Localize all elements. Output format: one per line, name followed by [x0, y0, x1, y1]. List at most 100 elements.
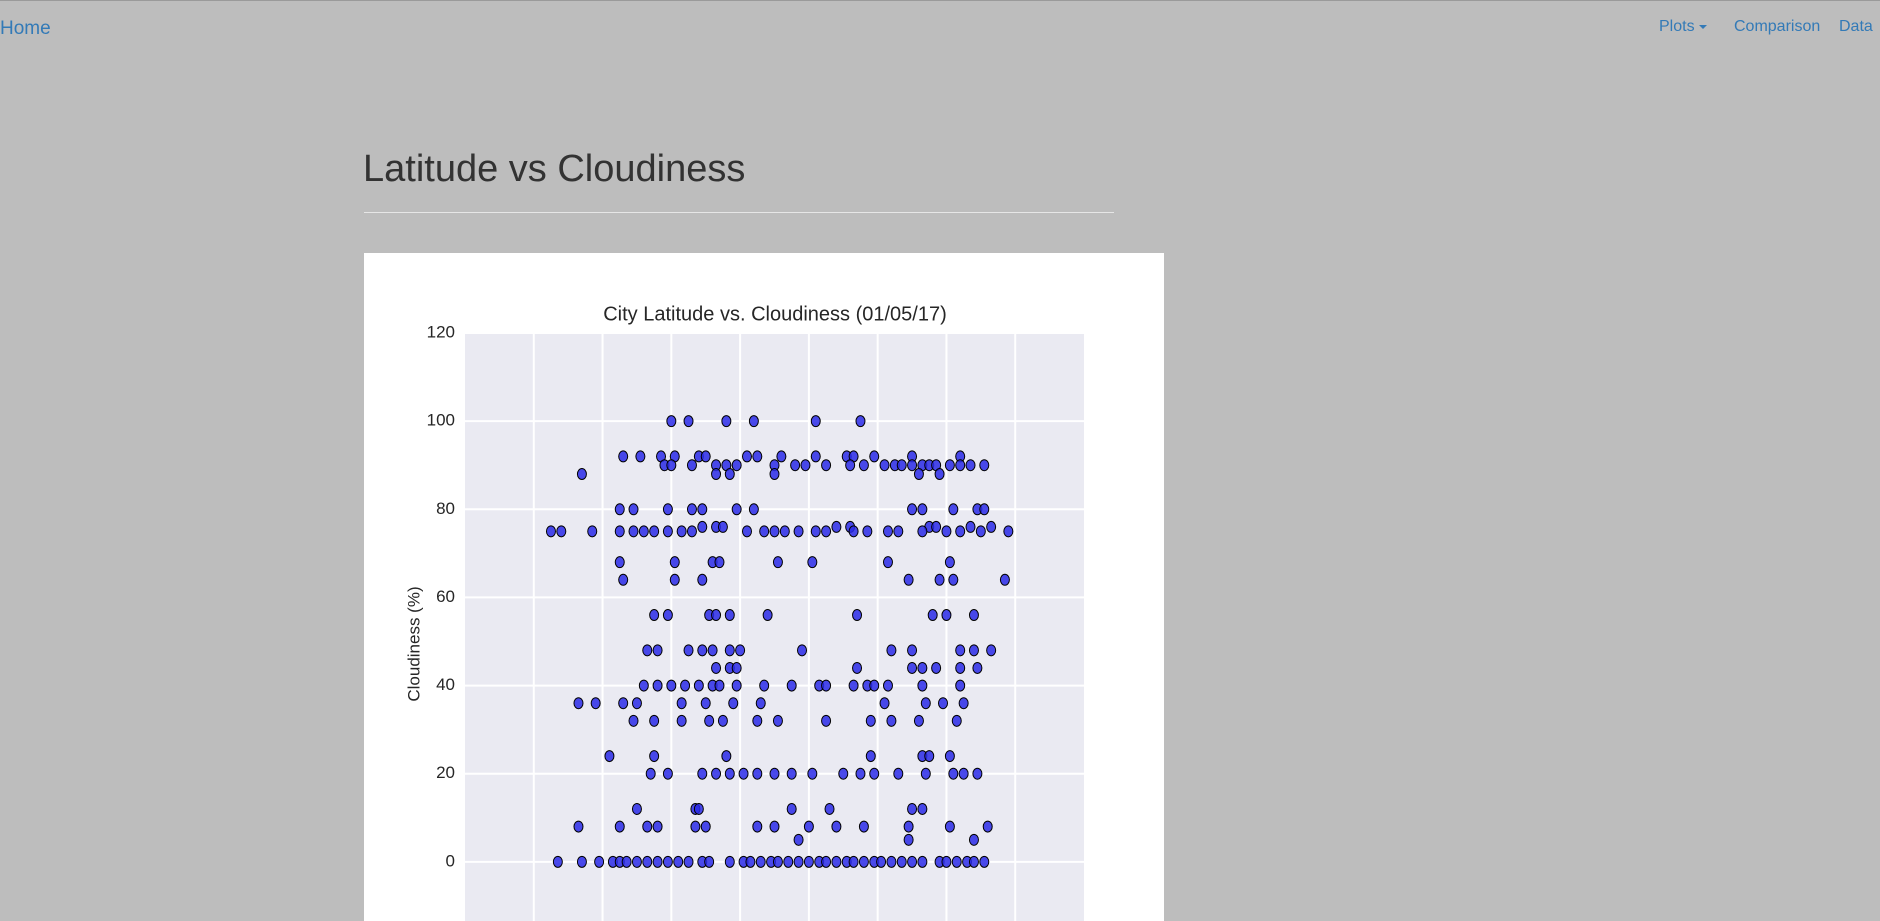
point: [697, 644, 708, 657]
point: [669, 573, 680, 586]
point: [724, 767, 735, 780]
point: [917, 855, 928, 868]
point: [690, 820, 701, 833]
point: [752, 820, 763, 833]
point: [941, 855, 952, 868]
point: [683, 644, 694, 657]
y-tick-label: 40: [436, 675, 455, 694]
point: [803, 855, 814, 868]
point: [848, 855, 859, 868]
point: [741, 525, 752, 538]
point: [738, 767, 749, 780]
point: [968, 609, 979, 622]
point: [697, 573, 708, 586]
point: [556, 525, 567, 538]
point: [755, 855, 766, 868]
point: [779, 525, 790, 538]
point: [979, 459, 990, 472]
point: [649, 609, 660, 622]
point: [999, 573, 1010, 586]
nav-link[interactable]: Data: [1839, 18, 1873, 35]
nav-link[interactable]: Comparison: [1734, 18, 1821, 35]
point: [587, 525, 598, 538]
point: [972, 767, 983, 780]
point: [917, 802, 928, 815]
point: [776, 450, 787, 463]
point: [673, 855, 684, 868]
point: [731, 679, 742, 692]
point: [772, 855, 783, 868]
y-tick-label: 80: [436, 499, 455, 518]
point: [693, 802, 704, 815]
point: [948, 767, 959, 780]
point: [855, 767, 866, 780]
point: [631, 855, 642, 868]
point: [618, 450, 629, 463]
point: [762, 609, 773, 622]
point: [951, 855, 962, 868]
point: [649, 714, 660, 727]
point: [649, 525, 660, 538]
point: [879, 697, 890, 710]
point: [697, 520, 708, 533]
point: [920, 767, 931, 780]
point: [759, 679, 770, 692]
point: [955, 525, 966, 538]
point: [882, 556, 893, 569]
point: [628, 525, 639, 538]
point: [752, 767, 763, 780]
point: [886, 714, 897, 727]
point: [938, 697, 949, 710]
nav-brand[interactable]: Home: [0, 18, 51, 39]
point: [979, 503, 990, 516]
y-tick-label: 120: [427, 322, 455, 341]
point: [955, 679, 966, 692]
point: [645, 767, 656, 780]
point: [697, 503, 708, 516]
point: [635, 450, 646, 463]
point: [676, 714, 687, 727]
point: [642, 644, 653, 657]
point: [618, 573, 629, 586]
point: [913, 714, 924, 727]
point: [700, 450, 711, 463]
point: [662, 855, 673, 868]
point: [594, 855, 605, 868]
point: [907, 503, 918, 516]
point: [662, 609, 673, 622]
point: [676, 697, 687, 710]
point: [604, 750, 615, 763]
point: [731, 503, 742, 516]
point: [810, 450, 821, 463]
point: [717, 714, 728, 727]
point: [831, 520, 842, 533]
point: [852, 609, 863, 622]
point: [886, 855, 897, 868]
point: [769, 767, 780, 780]
nav-plots[interactable]: Plots: [1659, 18, 1707, 36]
point: [848, 525, 859, 538]
point: [917, 661, 928, 674]
point: [931, 661, 942, 674]
point: [642, 820, 653, 833]
nav-link[interactable]: Plots: [1659, 18, 1695, 35]
point: [728, 697, 739, 710]
point: [893, 767, 904, 780]
point: [838, 767, 849, 780]
point: [1003, 525, 1014, 538]
point: [724, 855, 735, 868]
point: [858, 820, 869, 833]
point: [972, 661, 983, 674]
point: [907, 802, 918, 815]
point: [700, 697, 711, 710]
point: [721, 750, 732, 763]
point: [944, 459, 955, 472]
point: [741, 450, 752, 463]
point: [907, 459, 918, 472]
point: [649, 750, 660, 763]
point: [903, 573, 914, 586]
point: [704, 855, 715, 868]
point: [714, 679, 725, 692]
point: [786, 767, 797, 780]
point: [628, 503, 639, 516]
